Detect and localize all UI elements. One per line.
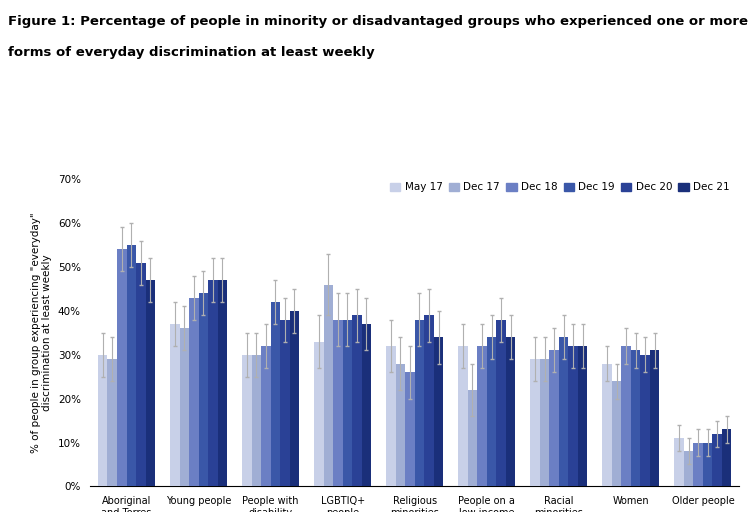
Bar — [631, 350, 640, 486]
Bar — [713, 434, 722, 486]
Bar — [458, 346, 467, 486]
Bar — [467, 390, 477, 486]
Bar — [405, 372, 415, 486]
Bar — [578, 346, 587, 486]
Bar — [127, 245, 136, 486]
Bar — [136, 263, 146, 486]
Text: Figure 1: Percentage of people in minority or disadvantaged groups who experienc: Figure 1: Percentage of people in minori… — [8, 15, 747, 28]
Bar — [271, 302, 280, 486]
Legend: May 17, Dec 17, Dec 18, Dec 19, Dec 20, Dec 21: May 17, Dec 17, Dec 18, Dec 19, Dec 20, … — [386, 178, 734, 197]
Bar — [198, 293, 208, 486]
Bar — [362, 324, 371, 486]
Bar — [252, 355, 261, 486]
Bar — [530, 359, 540, 486]
Bar — [242, 355, 252, 486]
Bar — [342, 319, 352, 486]
Bar — [108, 359, 117, 486]
Bar — [506, 337, 515, 486]
Bar — [611, 381, 621, 486]
Bar — [640, 355, 650, 486]
Bar — [280, 319, 290, 486]
Bar — [179, 328, 189, 486]
Bar — [602, 364, 611, 486]
Bar — [314, 342, 323, 486]
Bar — [674, 438, 684, 486]
Bar — [415, 319, 425, 486]
Bar — [261, 346, 271, 486]
Bar — [703, 442, 713, 486]
Bar — [323, 285, 333, 486]
Bar — [569, 346, 578, 486]
Bar — [559, 337, 569, 486]
Bar — [496, 319, 506, 486]
Bar — [98, 355, 108, 486]
Bar — [540, 359, 549, 486]
Bar — [549, 350, 559, 486]
Bar — [396, 364, 405, 486]
Bar — [386, 346, 396, 486]
Bar — [189, 297, 198, 486]
Bar — [621, 346, 631, 486]
Bar — [722, 430, 731, 486]
Bar — [425, 315, 434, 486]
Bar — [434, 337, 443, 486]
Text: forms of everyday discrimination at least weekly: forms of everyday discrimination at leas… — [8, 46, 374, 59]
Bar — [487, 337, 496, 486]
Bar — [208, 280, 218, 486]
Bar — [117, 249, 127, 486]
Bar — [146, 280, 155, 486]
Bar — [694, 442, 703, 486]
Bar — [650, 350, 660, 486]
Bar — [218, 280, 227, 486]
Y-axis label: % of people in group experiencing "everyday"
discrimination at least weekly: % of people in group experiencing "every… — [31, 212, 52, 453]
Bar — [170, 324, 179, 486]
Bar — [290, 311, 299, 486]
Bar — [684, 451, 694, 486]
Bar — [477, 346, 487, 486]
Bar — [333, 319, 342, 486]
Bar — [352, 315, 362, 486]
